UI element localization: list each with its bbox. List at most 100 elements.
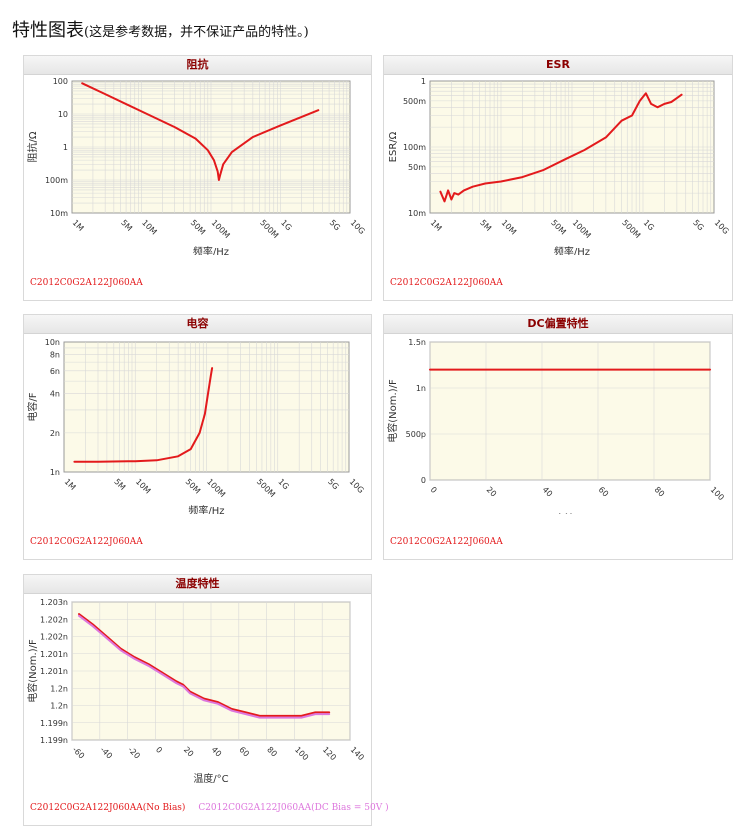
x-tick-label: 140 — [349, 745, 366, 762]
chart-panel-esr: ESR 10m 50m 100m 500m 1 1M 5M 10M 50M 100M 500M 1G 5… — [383, 55, 733, 301]
x-tick-label: 50M — [184, 477, 203, 496]
gridlines — [72, 81, 350, 213]
x-tick-label: 500M — [620, 218, 642, 240]
y-tick-label: 100m — [403, 143, 426, 152]
y-tick-label: 1.199n — [40, 719, 68, 728]
x-tick-label: 500M — [258, 218, 280, 240]
y-tick-label: 500m — [403, 97, 426, 106]
y-tick-label: 1 — [421, 77, 426, 86]
x-tick-label: 100 — [293, 745, 310, 762]
chart-legend-dc-bias: C2012C0G2A122J060AA — [390, 537, 513, 547]
x-tick-label: 10M — [140, 218, 159, 237]
page-title-subtitle: (这是参考数据，并不保证产品的特性。) — [84, 25, 309, 40]
y-tick-label: 2n — [50, 429, 60, 438]
x-tick-label: -20 — [126, 745, 142, 761]
chart-svg-capacitance: 1n 2n 4n 6n 8n 10n 1M 5M 10M 50M 100M 500M 1G 5G 10G 频率… — [26, 338, 366, 514]
x-tick-label: 20 — [182, 745, 196, 759]
y-axis-label: 电容(Nom.)/F — [26, 639, 39, 703]
y-tick-label: 10m — [408, 209, 426, 218]
chart-legend-temperature: C2012C0G2A122J060AA(No Bias) C2012C0G2A1… — [30, 803, 399, 813]
x-tick-label: 500M — [255, 477, 277, 499]
x-tick-label: 1M — [429, 218, 444, 233]
x-tick-label: 0 — [154, 745, 164, 755]
chart-title-esr: ESR — [384, 56, 732, 75]
x-tick-label: 40 — [210, 745, 224, 759]
y-tick-label: 10 — [58, 110, 68, 119]
x-tick-label: 1G — [642, 218, 656, 232]
y-tick-label: 1.201n — [40, 650, 68, 659]
x-tick-label: 40 — [541, 485, 555, 499]
y-axis-label: 电容(Nom.)/F — [386, 379, 399, 443]
y-tick-label: 10n — [45, 338, 60, 347]
chart-legend-capacitance: C2012C0G2A122J060AA — [30, 537, 153, 547]
chart-legend-esr: C2012C0G2A122J060AA — [390, 278, 513, 288]
y-tick-label: 1.203n — [40, 598, 68, 607]
x-tick-label: 5M — [119, 218, 134, 233]
x-tick-label: 10G — [348, 477, 366, 495]
series-line-0 — [73, 367, 214, 463]
x-tick-label: 60 — [237, 745, 251, 759]
x-axis-label: 频率/Hz — [188, 504, 224, 514]
page-title-main: 特性图表 — [12, 20, 84, 41]
x-tick-label: 50M — [189, 218, 208, 237]
x-tick-label: 100M — [571, 218, 593, 240]
x-tick-label: 60 — [597, 485, 611, 499]
x-tick-label: 1M — [63, 477, 78, 492]
x-tick-label: 5G — [328, 218, 342, 232]
x-tick-label: 10M — [500, 218, 519, 237]
y-tick-label: 100 — [53, 77, 68, 86]
y-tick-label: 0 — [421, 476, 426, 485]
chart-svg-esr: 10m 50m 100m 500m 1 1M 5M 10M 50M 100M 500M 1G 5G 10G… — [388, 77, 731, 255]
x-tick-label: 5M — [112, 477, 127, 492]
chart-svg-temperature: 1.199n 1.199n 1.2n 1.2n 1.201n 1.201n 1.202n 1.… — [26, 598, 366, 784]
x-tick-label: 5G — [326, 477, 340, 491]
gridlines — [429, 341, 711, 481]
legend-entry: C2012C0G2A122J060AA — [30, 537, 143, 547]
x-tick-label: 100M — [205, 477, 227, 499]
y-tick-label: 1.201n — [40, 667, 68, 676]
gridlines — [64, 342, 349, 472]
x-tick-label: 50M — [549, 218, 568, 237]
y-tick-label: 4n — [50, 390, 60, 399]
x-tick-label: 80 — [265, 745, 279, 759]
legend-entry: C2012C0G2A122J060AA — [390, 537, 503, 547]
chart-panel-impedance: 阻抗 10m 100m 1 10 100 1M 5M 10M 50M 100M 500M 1G 5G 10… — [23, 55, 372, 301]
y-tick-label: 6n — [50, 367, 60, 376]
y-tick-label: 50m — [408, 163, 426, 172]
x-tick-label: 5G — [691, 218, 705, 232]
y-tick-label: 100m — [45, 176, 68, 185]
chart-title-temperature: 温度特性 — [24, 575, 371, 594]
y-tick-label: 1.2n — [50, 702, 68, 711]
chart-svg-dc-bias: 0 500p 1n 1.5n 0 20 40 60 80 100 直流/V 电容(Nom.)/F — [386, 338, 726, 514]
x-tick-label: -60 — [71, 745, 87, 761]
y-axis-label: 阻抗/Ω — [26, 131, 39, 162]
x-tick-label: 5M — [478, 218, 493, 233]
y-tick-label: 1.202n — [40, 633, 68, 642]
y-tick-label: 1.202n — [40, 615, 68, 624]
series-line-0 — [81, 82, 320, 181]
x-tick-label: 120 — [321, 745, 338, 762]
x-tick-label: 10G — [713, 218, 731, 236]
chart-title-capacitance: 电容 — [24, 315, 371, 334]
y-tick-label: 1n — [416, 384, 426, 393]
x-tick-label: 20 — [485, 485, 499, 499]
gridlines — [430, 81, 714, 213]
series-line-1 — [78, 614, 331, 719]
chart-title-dc-bias: DC偏置特性 — [384, 315, 732, 334]
legend-entry: C2012C0G2A122J060AA — [390, 278, 503, 288]
series-line-0 — [78, 613, 331, 717]
x-axis-label: 温度/°C — [193, 772, 228, 784]
x-tick-label: 10G — [349, 218, 367, 236]
chart-panel-capacitance: 电容 1n 2n 4n 6n 8n 10n 1M 5M 10M 50M 100M 500M 1G 5G 10… — [23, 314, 372, 560]
y-tick-label: 1 — [63, 143, 68, 152]
x-tick-label: 10M — [134, 477, 153, 496]
x-axis-label: 直流/V — [555, 512, 585, 514]
y-tick-label: 500p — [406, 430, 426, 439]
chart-panel-dc-bias: DC偏置特性 0 500p 1n 1.5n 0 20 40 60 80 100 直流/V 电容(Nom… — [383, 314, 733, 560]
y-tick-label: 1.2n — [50, 684, 68, 693]
x-tick-label: 1G — [279, 218, 293, 232]
x-tick-label: 100 — [709, 485, 726, 502]
x-tick-label: 1M — [71, 218, 86, 233]
chart-panel-temperature: 温度特性 1.199n 1.199n 1.2n 1.2n 1.201n 1.201n 1.2… — [23, 574, 389, 826]
